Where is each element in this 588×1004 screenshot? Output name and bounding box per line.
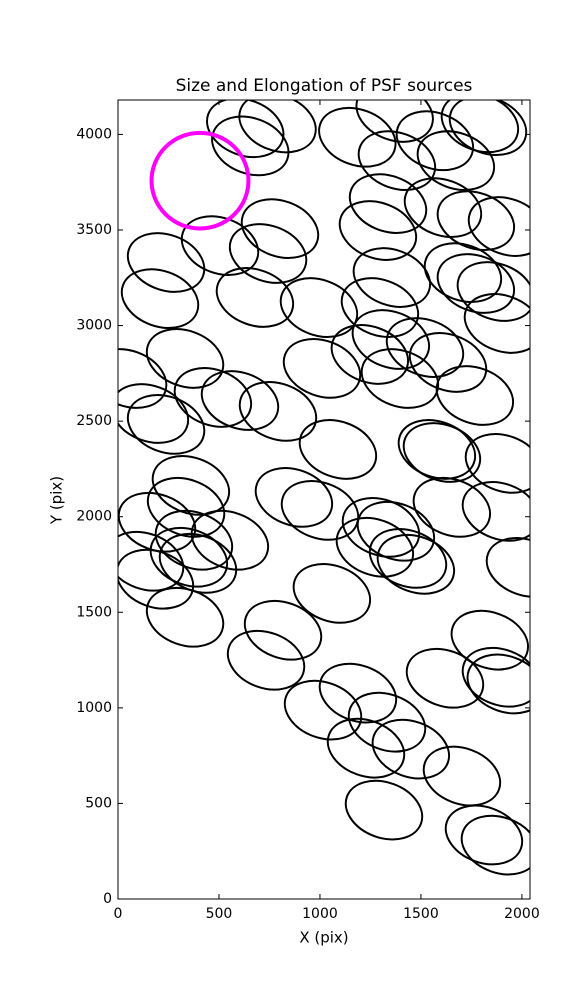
psf-ellipse — [226, 629, 306, 691]
x-tick-label: 2000 — [504, 906, 540, 922]
psf-ellipse — [344, 779, 424, 841]
psf-ellipse — [335, 516, 415, 578]
psf-ellipse — [118, 491, 197, 553]
psf-ellipse — [318, 106, 397, 168]
psf-ellipse — [464, 433, 530, 494]
y-tick-label: 3500 — [76, 222, 112, 238]
y-tick-label: 1500 — [76, 604, 112, 620]
reference-circle — [149, 130, 251, 231]
y-tick-label: 1000 — [76, 700, 112, 716]
psf-ellipse — [238, 100, 317, 154]
psf-ellipse — [347, 691, 427, 753]
psf-ellipse — [238, 381, 318, 442]
psf-ellipse — [118, 348, 168, 409]
plot-area — [118, 100, 530, 876]
psf-ellipse — [206, 100, 285, 159]
psf-ellipse — [118, 548, 195, 610]
psf-ellipse — [403, 177, 483, 238]
psf-ellipse — [146, 477, 226, 538]
psf-ellipse — [422, 745, 502, 807]
x-axis-label: X (pix) — [299, 929, 348, 947]
psf-ellipse — [485, 537, 530, 598]
psf-ellipse — [292, 563, 372, 624]
psf-ellipse — [240, 198, 320, 259]
psf-ellipse — [368, 528, 448, 589]
psf-ellipse — [371, 718, 451, 780]
psf-ellipse — [243, 599, 323, 661]
psf-ellipse — [340, 277, 420, 338]
psf-ellipse — [416, 130, 496, 191]
psf-ellipse — [355, 100, 434, 143]
psf-ellipse — [461, 646, 530, 708]
psf-ellipse — [357, 130, 437, 191]
psf-ellipse — [405, 647, 485, 709]
psf-ellipse — [436, 190, 516, 251]
y-axis-label: Y (pix) — [48, 476, 66, 525]
psf-ellipse — [338, 200, 418, 261]
x-tick-label: 1000 — [302, 906, 338, 922]
psf-ellipse — [126, 232, 206, 293]
psf-ellipse — [228, 223, 308, 284]
psf-ellipse — [145, 586, 225, 648]
y-tick-label: 2500 — [76, 413, 112, 429]
y-tick-label: 3000 — [76, 318, 112, 334]
psf-ellipse — [118, 383, 190, 444]
psf-ellipse — [467, 196, 530, 257]
psf-ellipse — [200, 370, 280, 431]
psf-ellipse — [461, 481, 530, 542]
psf-ellipse — [448, 100, 528, 156]
psf-ellipse — [211, 115, 290, 177]
psf-ellipse — [282, 338, 362, 399]
psf-ellipse — [254, 467, 334, 528]
x-tick-label: 500 — [206, 906, 233, 922]
psf-ellipse — [348, 173, 428, 234]
psf-ellipse — [118, 530, 185, 592]
y-tick-label: 2000 — [76, 509, 112, 525]
psf-ellipse — [385, 317, 465, 378]
chart-title: Size and Elongation of PSF sources — [176, 76, 473, 96]
psf-ellipse — [352, 247, 432, 308]
psf-ellipse — [435, 365, 515, 426]
psf-ellipse — [215, 267, 295, 328]
psf-ellipse — [463, 293, 530, 354]
psf-ellipse — [326, 717, 406, 779]
plot-frame — [117, 99, 531, 900]
y-tick-label: 500 — [85, 795, 112, 811]
psf-ellipse — [460, 814, 530, 876]
psf-ellipse — [149, 526, 229, 588]
psf-ellipse — [423, 242, 503, 303]
x-tick-label: 0 — [114, 906, 123, 922]
psf-ellipse — [190, 509, 270, 571]
psf-ellipse — [456, 261, 530, 322]
psf-ellipse — [120, 268, 200, 329]
psf-ellipse — [126, 394, 206, 455]
x-tick-label: 1500 — [403, 906, 439, 922]
psf-ellipse — [395, 110, 475, 172]
psf-ellipse — [466, 653, 530, 715]
psf-ellipse — [283, 679, 363, 741]
psf-ellipse — [298, 419, 378, 480]
psf-ellipse — [450, 609, 530, 671]
y-tick-label: 0 — [103, 891, 112, 907]
y-tick-label: 4000 — [76, 126, 112, 142]
psf-ellipse — [412, 477, 492, 538]
psf-ellipse — [376, 533, 456, 595]
